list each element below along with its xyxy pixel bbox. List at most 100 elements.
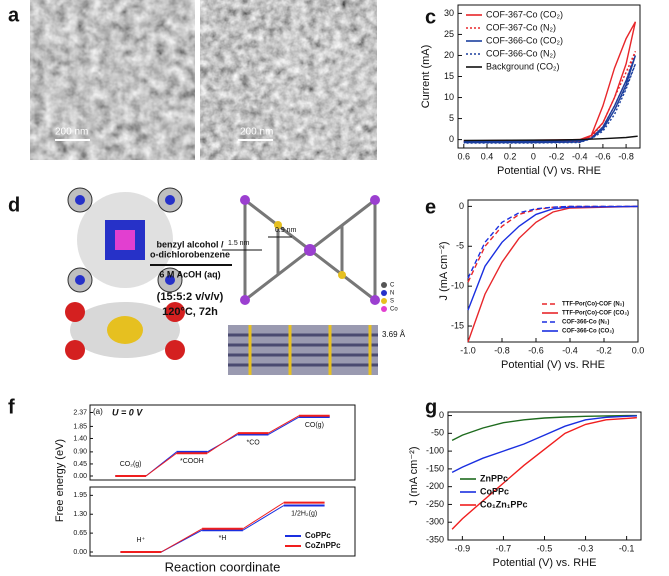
molecule-porphyrin	[67, 187, 183, 293]
condition: 6 M AcOH (aq)	[159, 269, 220, 279]
legend-label: COF-366-Co (N₂)	[486, 48, 556, 58]
series-line	[451, 417, 637, 530]
atom-label: Co	[390, 307, 398, 313]
pore-size: 0.9 nm	[275, 227, 297, 234]
legend-label: Co₁Zn₁PPc	[480, 499, 527, 509]
legend-label: CoPPc	[305, 531, 331, 540]
series-line	[463, 63, 637, 144]
condition: (15:5:2 v/v/v)	[157, 291, 224, 303]
legend-label: COF-367-Co (CO₂)	[486, 9, 563, 19]
connector	[145, 452, 177, 477]
x-axis-title: Reaction coordinate	[165, 559, 281, 574]
atom-label: N	[390, 291, 394, 297]
y-axis-title: J (mA cm⁻²)	[438, 242, 450, 301]
atom-label: S	[390, 299, 394, 305]
panel-label: d	[8, 194, 20, 216]
y-tick-label: 1.30	[73, 511, 87, 518]
y-tick-label: 20	[444, 50, 454, 60]
y-tick-label: -100	[426, 445, 444, 455]
x-tick-label: -1.0	[460, 345, 476, 355]
panel-label: g	[425, 396, 437, 418]
state-label: 1/2H₂(g)	[291, 510, 317, 517]
y-tick-label: 25	[444, 29, 454, 39]
y-tick-label: 0	[439, 410, 444, 420]
y-tick-label: 0.00	[73, 473, 87, 480]
legend-label: CoPPc	[480, 486, 509, 496]
y-axis-title: Current (mA)	[420, 45, 432, 109]
legend-label: CoZnPPc	[305, 541, 341, 550]
subplot-frame	[89, 486, 356, 557]
connector	[268, 415, 300, 434]
molecule-ttf	[65, 302, 185, 360]
x-tick-label: -0.6	[528, 345, 544, 355]
connector	[242, 502, 285, 530]
panel-label: c	[425, 6, 436, 28]
panel-label: a	[8, 4, 20, 26]
y-tick-label: -250	[426, 499, 444, 509]
stacking	[228, 325, 378, 375]
legend-label: TTF-Por(Co)-COF (N₂)	[562, 302, 624, 308]
subplot-tag: (a)	[93, 407, 103, 416]
atom-label: C	[390, 283, 395, 289]
y-tick-label: 15	[444, 71, 454, 81]
y-tick-label: 0.90	[73, 449, 87, 456]
x-tick-label: -0.5	[537, 543, 553, 553]
state-label: *H	[219, 535, 227, 542]
pore-size: 1.5 nm	[228, 240, 250, 247]
condition: 120°C, 72h	[162, 306, 218, 318]
legend-label: COF-367-Co (N₂)	[486, 22, 556, 32]
x-tick-label: 0.0	[632, 345, 645, 355]
y-tick-label: 2.37	[73, 409, 87, 416]
interlayer-distance: 3.69 Å	[382, 330, 406, 339]
x-tick-label: -0.1	[619, 543, 635, 553]
legend-label: COF-366-Co (CO₂)	[562, 329, 614, 335]
y-tick-label: -200	[426, 481, 444, 491]
series-line	[467, 205, 638, 279]
particle	[265, 20, 375, 150]
sem-image	[30, 0, 195, 160]
legend-label: Background (CO₂)	[486, 61, 560, 71]
subplot-frame	[89, 404, 356, 481]
x-tick-label: -0.9	[455, 543, 471, 553]
series-line	[451, 414, 637, 442]
annotation: U = 0 V	[112, 407, 143, 417]
y-tick-label: 30	[444, 8, 454, 18]
series-line	[467, 205, 639, 311]
series-line	[467, 205, 639, 343]
y-tick-label: 0	[459, 201, 464, 211]
y-tick-label: 1.40	[73, 435, 87, 442]
y-tick-label: 0.45	[73, 461, 87, 468]
y-tick-label: 10	[444, 92, 454, 102]
x-tick-label: -0.4	[572, 151, 588, 161]
plot-frame	[447, 411, 642, 541]
panel-label: f	[8, 396, 15, 418]
y-tick-label: -5	[456, 241, 464, 251]
condition: o-dichlorobenzene	[150, 249, 230, 259]
x-tick-label: -0.7	[496, 543, 512, 553]
state-label: H⁺	[136, 537, 145, 544]
y-tick-label: 5	[449, 113, 454, 123]
legend-label: TTF-Por(Co)-COF (CO₂)	[562, 311, 629, 317]
x-tick-label: -0.3	[578, 543, 594, 553]
state-label: *CO	[247, 439, 261, 446]
series-line	[467, 205, 638, 283]
series-line	[451, 415, 637, 474]
y-tick-label: -150	[426, 463, 444, 473]
condition: benzyl alcohol /	[156, 239, 224, 249]
x-tick-label: 0.2	[504, 151, 517, 161]
state-label: *COOH	[180, 458, 204, 465]
x-tick-label: -0.2	[596, 345, 612, 355]
y-tick-label: -50	[431, 428, 444, 438]
state-label: CO₂(g)	[120, 461, 142, 468]
panel-label: e	[425, 196, 436, 218]
x-tick-label: -0.8	[494, 345, 510, 355]
state-label: CO(g)	[305, 422, 324, 429]
y-tick-label: 0.00	[73, 549, 87, 556]
connector	[206, 432, 239, 454]
scale-bar-label: 200 nm	[55, 127, 88, 138]
connector	[268, 416, 300, 435]
y-axis-title: Free energy (eV)	[54, 439, 66, 522]
atom-legend: C N S Co	[381, 282, 398, 313]
x-axis-title: Potential (V) vs. RHE	[497, 165, 601, 177]
